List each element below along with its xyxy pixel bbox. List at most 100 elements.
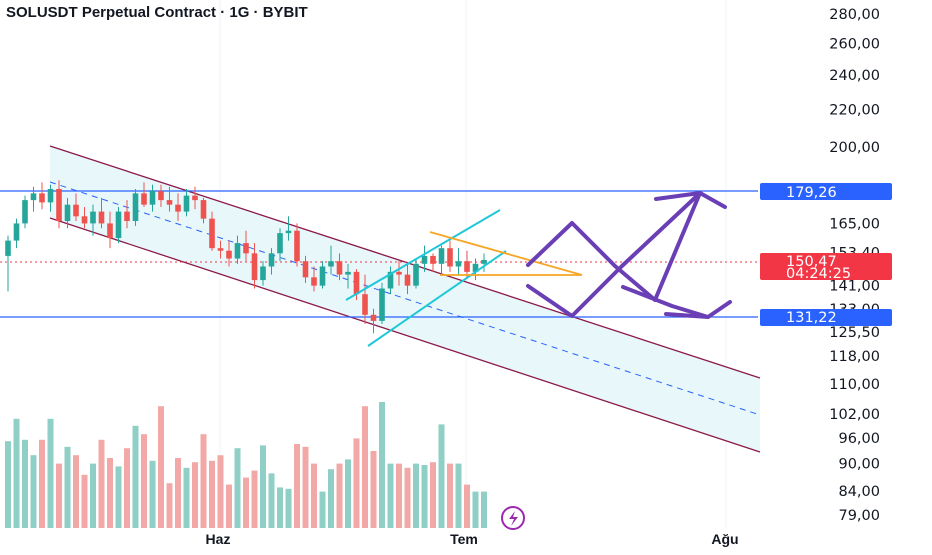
y-tick-label: 165,00 — [829, 216, 880, 232]
volume-bar — [5, 441, 11, 528]
current-price-tag: 150,47 04:24:25 — [760, 253, 892, 282]
volume-bar — [285, 488, 292, 528]
candle-body — [200, 200, 207, 219]
candle-body — [90, 211, 96, 224]
volume-bar — [455, 463, 462, 528]
volume-bar — [421, 465, 428, 528]
y-tick-label: 118,00 — [829, 349, 880, 365]
projection-up-arrow — [654, 191, 702, 201]
candle-body — [107, 223, 113, 239]
time-label-tem: Tem — [450, 531, 478, 547]
volume-bar — [64, 446, 71, 528]
triangle-pattern — [429, 231, 583, 276]
candle-body — [217, 248, 224, 251]
volume-bar — [115, 466, 122, 528]
volume-bar — [13, 418, 20, 528]
wedge-lower-line — [367, 250, 507, 347]
volume-bar — [447, 463, 453, 528]
volume-bar — [124, 448, 130, 528]
volume-bar — [39, 439, 45, 528]
time-label-agu: Ağu — [711, 531, 738, 547]
candle-body — [438, 248, 445, 264]
candle-body — [345, 271, 351, 275]
y-tick-label: 84,00 — [838, 484, 880, 500]
candle-body — [5, 240, 11, 256]
volume-bar — [141, 434, 147, 528]
candle-body — [22, 200, 28, 224]
resistance-tag: 179,26 — [760, 183, 892, 201]
y-tick-label: 79,00 — [838, 508, 880, 524]
volume-bar — [30, 455, 37, 528]
candle-body — [472, 263, 479, 272]
volume-bar — [387, 463, 394, 528]
volume-bar — [404, 467, 411, 528]
time-axis: Haz Tem Ağu — [206, 531, 739, 547]
candle-body — [353, 271, 360, 295]
candle-body — [404, 274, 411, 286]
lightning-icon[interactable] — [501, 506, 525, 530]
candle-body — [243, 243, 249, 254]
volume-bar — [90, 463, 96, 528]
volume-bar — [481, 491, 487, 528]
volume-bar — [413, 463, 419, 528]
volume-bar — [379, 402, 385, 528]
volume-bar — [98, 439, 105, 528]
y-tick-label: 200,00 — [829, 140, 880, 156]
volume-bar — [396, 463, 402, 528]
candle-body — [268, 253, 275, 267]
projection-down-arrow — [664, 312, 710, 319]
y-tick-label: 280,00 — [829, 7, 880, 23]
candle-body — [64, 204, 71, 222]
volume-bar — [132, 425, 139, 528]
candle-body — [192, 195, 198, 201]
y-tick-label: 90,00 — [838, 456, 880, 472]
volume-bar — [81, 474, 88, 528]
candle-body — [302, 261, 309, 278]
candle-body — [158, 191, 164, 201]
candle-body — [47, 188, 54, 203]
wedge-upper-line — [345, 209, 501, 301]
volume-bar — [107, 458, 113, 528]
candle-body — [464, 261, 470, 272]
resistance-tag-label: 179,26 — [786, 185, 837, 201]
y-tick-label: 141,00 — [829, 279, 880, 295]
countdown-label: 04:24:25 — [786, 266, 851, 282]
candle-body — [98, 211, 105, 224]
volume-bar — [302, 446, 309, 528]
volume-bar — [183, 467, 190, 528]
chart-title: SOLUSDT Perpetual Contract · 1G · BYBIT — [6, 4, 308, 21]
support-tag: 131,22 — [760, 309, 892, 326]
candle-body — [481, 259, 487, 264]
candle-body — [13, 223, 20, 241]
volume-bar — [362, 406, 368, 528]
candle-body — [328, 261, 334, 267]
volume-bar — [294, 444, 300, 528]
volume-bar — [319, 491, 326, 528]
candle-body — [455, 261, 462, 267]
volume-bar — [56, 463, 62, 528]
volume-bars — [5, 402, 487, 528]
candle-body — [387, 271, 394, 289]
volume-bar — [336, 463, 343, 528]
projection-up-path — [526, 191, 727, 302]
candle-body — [294, 230, 300, 262]
candle-body — [311, 277, 317, 286]
y-tick-label: 240,00 — [829, 68, 880, 84]
candle-body — [362, 294, 368, 315]
volume-bar — [175, 458, 181, 528]
candle-body — [124, 211, 130, 222]
candle-body — [277, 233, 283, 254]
candle-body — [56, 188, 62, 222]
volume-bar — [353, 438, 360, 528]
current-price-label: 150,47 — [786, 254, 837, 270]
candle-body — [226, 250, 232, 259]
volume-bar — [464, 484, 470, 528]
candle-body — [336, 261, 343, 275]
volume-bar — [158, 406, 164, 528]
volume-bar — [430, 462, 436, 528]
volume-bar — [311, 463, 317, 528]
rising-wedge — [345, 209, 507, 347]
y-tick-label: 220,00 — [829, 103, 880, 119]
